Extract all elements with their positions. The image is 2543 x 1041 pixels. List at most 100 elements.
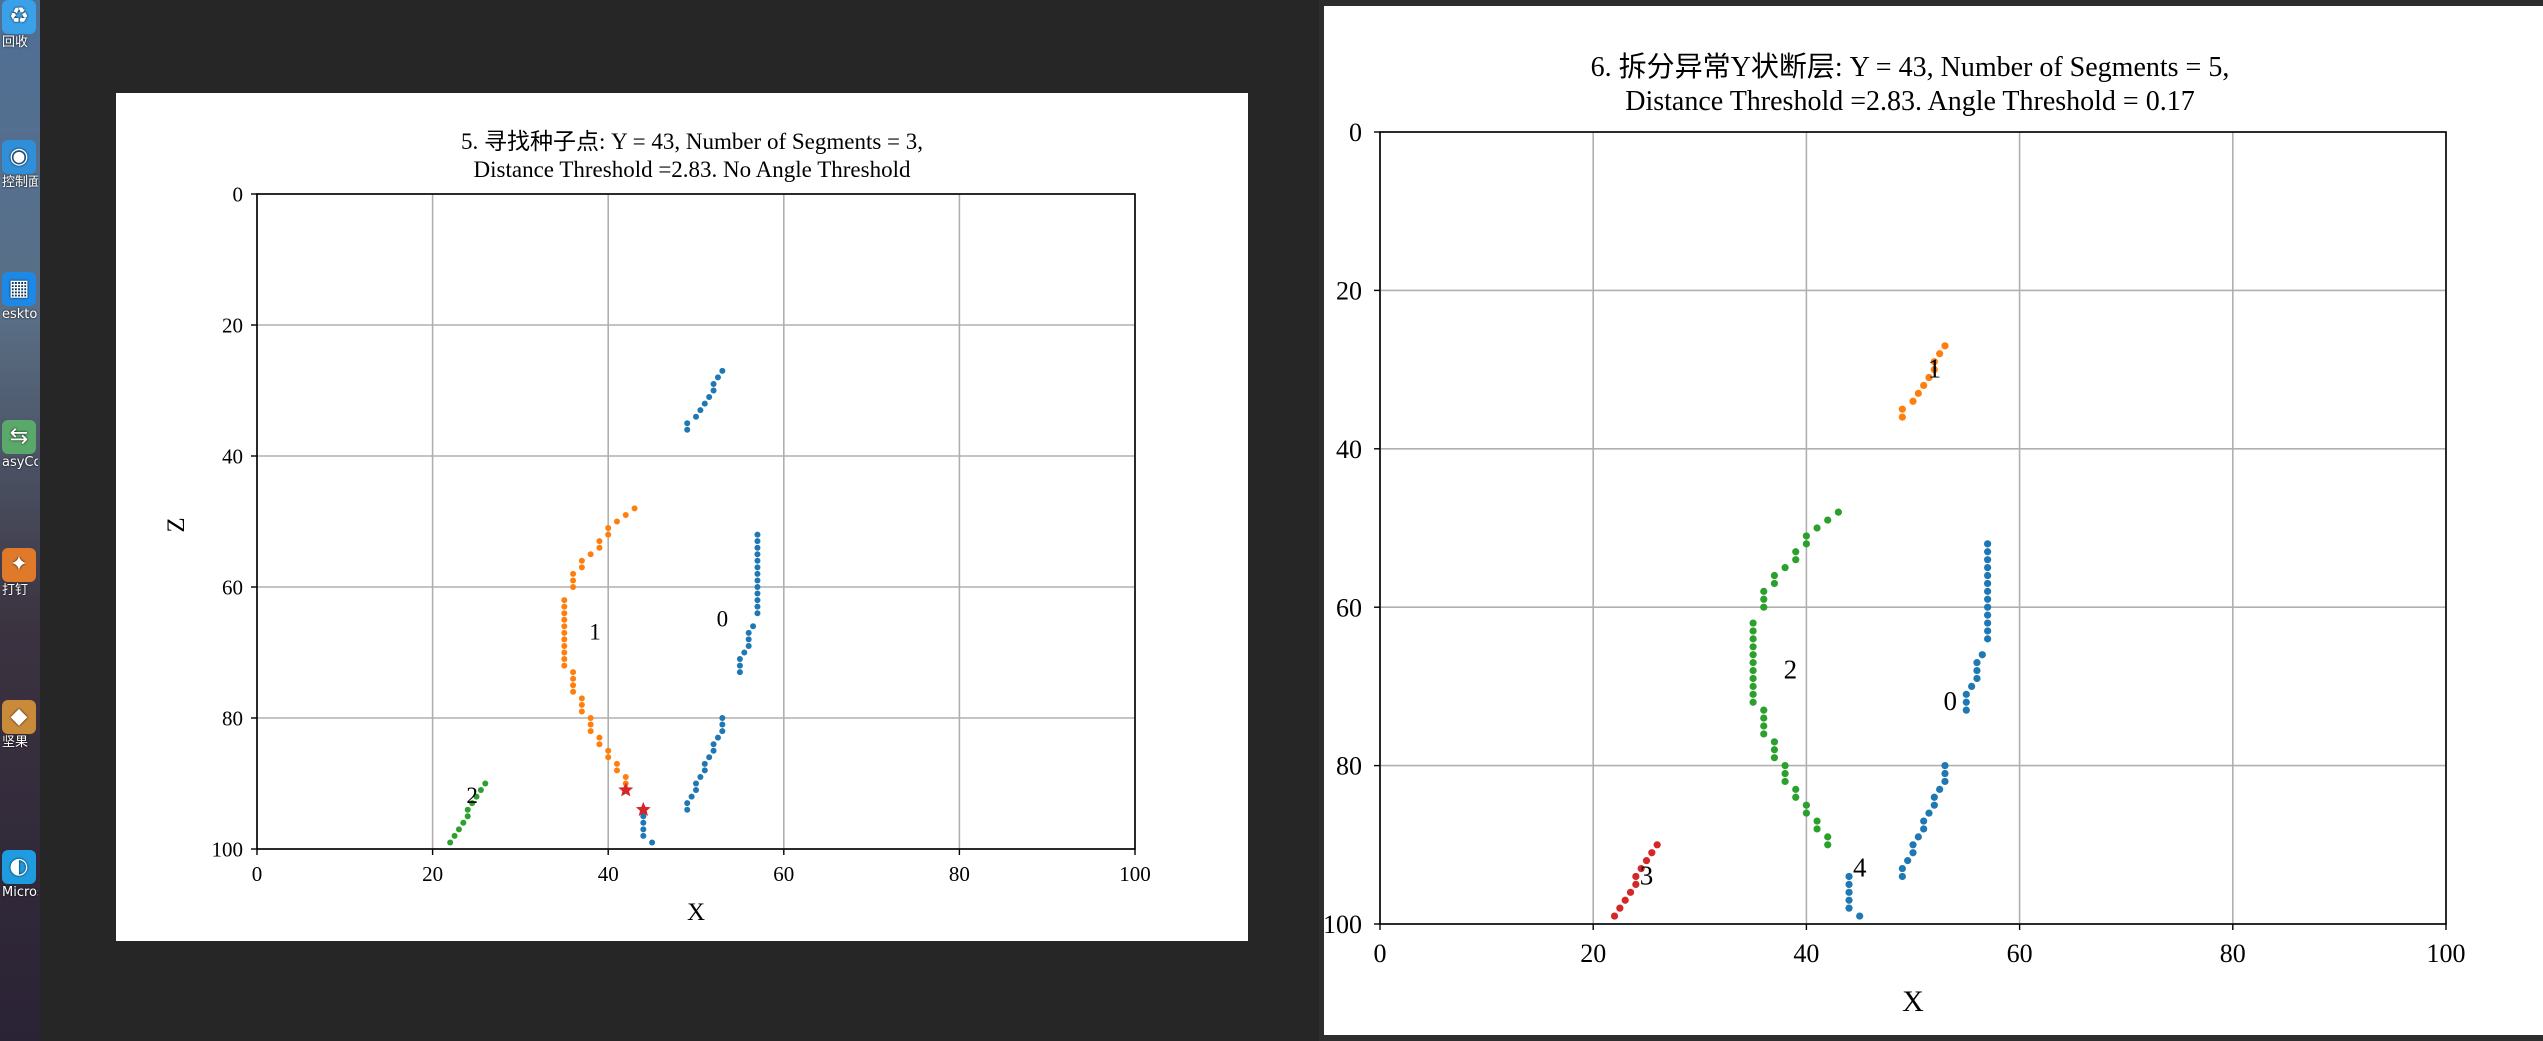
data-point — [605, 747, 612, 754]
plot-frame — [256, 193, 1136, 850]
y-tick-label: 20 — [1336, 277, 1362, 306]
data-point — [1749, 619, 1757, 627]
desktop-shortcut[interactable]: ◉ 控制面 — [2, 140, 38, 190]
data-point — [1984, 627, 1992, 635]
data-point — [693, 413, 699, 420]
data-point — [447, 839, 454, 846]
data-point — [1749, 674, 1757, 683]
data-point — [605, 531, 612, 538]
figure-5-xlabel: X — [687, 899, 705, 926]
y-tick-label: 0 — [233, 182, 244, 206]
figure-6-xlabel: X — [1902, 985, 1924, 1018]
x-tick-label: 100 — [1119, 862, 1151, 886]
data-point — [1760, 730, 1768, 738]
data-point — [1770, 738, 1779, 746]
data-point — [1909, 397, 1917, 405]
data-point — [754, 597, 761, 604]
y-tick-label: 20 — [222, 313, 243, 337]
figure-6-title-line2: Distance Threshold =2.83. Angle Threshol… — [1625, 86, 2194, 117]
figure-5-title-line1: 5. 寻找种子点: Y = 43, Number of Segments = 3… — [461, 129, 923, 154]
data-point — [587, 715, 594, 721]
data-point — [640, 813, 647, 820]
data-point — [1978, 651, 1986, 659]
windows-grid-icon: ▦ — [2, 272, 36, 306]
figure-6-window: 6. 拆分异常Y状断层: Y = 43, Number of Segments … — [1323, 6, 2543, 1035]
data-point — [1914, 833, 1922, 841]
x-tick-label: 20 — [422, 862, 443, 886]
x-tick-label: 0 — [252, 862, 263, 886]
desktop-shortcut-label: 回收 — [2, 35, 29, 50]
data-point — [745, 629, 752, 636]
data-point — [1941, 762, 1949, 770]
data-point — [1984, 540, 1992, 548]
data-point — [1898, 872, 1906, 881]
data-point — [613, 518, 620, 525]
data-point — [1626, 888, 1635, 896]
data-point — [455, 826, 462, 833]
segment-label: 0 — [717, 606, 729, 631]
desktop-shortcut[interactable]: ◐Micros Edg — [2, 850, 38, 900]
y-tick-label: 60 — [1336, 593, 1362, 622]
data-point — [578, 695, 585, 702]
data-point — [745, 636, 752, 643]
data-point — [688, 793, 695, 800]
desktop-shortcut[interactable]: ✦ 打钉 — [2, 548, 38, 598]
desktop-shortcut[interactable]: ⇆ asyCo — [2, 420, 38, 470]
data-point — [1610, 912, 1619, 920]
x-tick-label: 80 — [949, 862, 970, 886]
data-point — [1749, 682, 1757, 691]
x-tick-label: 80 — [2220, 939, 2246, 968]
segment-label: 2 — [466, 783, 478, 808]
data-point — [1760, 706, 1768, 714]
data-point — [1984, 587, 1992, 595]
data-point — [1898, 405, 1906, 413]
desktop-shortcut-label: eskto 快捷方 — [2, 307, 38, 322]
data-point — [1824, 516, 1832, 524]
data-point — [750, 623, 757, 630]
data-point — [754, 590, 761, 597]
data-point — [1845, 888, 1853, 896]
data-point — [561, 629, 568, 636]
desktop-shortcut[interactable]: ◆ 坚果 — [2, 700, 38, 750]
data-point — [587, 728, 594, 735]
data-point — [710, 747, 717, 754]
x-tick-label: 40 — [1793, 939, 1819, 968]
data-point — [464, 813, 471, 820]
data-point — [1824, 841, 1832, 849]
data-point — [1904, 857, 1912, 865]
data-point — [706, 754, 713, 761]
data-point — [1845, 880, 1853, 889]
data-point — [719, 715, 726, 721]
data-point — [1781, 777, 1789, 786]
data-point — [1760, 587, 1768, 595]
data-point — [1984, 635, 1992, 643]
desktop-shortcut[interactable]: ▦eskto 快捷方 — [2, 272, 38, 322]
data-point — [561, 656, 568, 663]
desktop-shortcut[interactable]: ♻ 回收 — [2, 0, 38, 50]
data-point — [561, 636, 568, 643]
control-panel-icon: ◉ — [2, 140, 36, 174]
desktop-shortcut-label: 打钉 — [2, 583, 29, 598]
data-point — [596, 544, 603, 551]
x-tick-label: 20 — [1580, 939, 1606, 968]
data-point — [719, 728, 726, 735]
data-point — [1925, 373, 1933, 382]
data-point — [693, 787, 699, 794]
data-point — [1802, 801, 1810, 809]
data-point — [605, 754, 612, 761]
data-point — [745, 642, 752, 649]
data-point — [1760, 722, 1768, 730]
data-point — [719, 721, 726, 728]
data-point — [710, 387, 717, 394]
data-point — [1637, 864, 1645, 873]
data-point — [561, 597, 568, 604]
desktop-shortcut-label: 控制面 — [2, 175, 38, 190]
data-point — [754, 557, 761, 564]
data-point — [561, 616, 568, 623]
data-point — [754, 564, 761, 571]
data-point — [754, 610, 761, 617]
desktop-shortcut-label: Micros Edg — [2, 885, 38, 900]
data-point — [1898, 864, 1906, 873]
data-point — [736, 656, 743, 663]
y-tick-label: 0 — [1349, 118, 1362, 147]
